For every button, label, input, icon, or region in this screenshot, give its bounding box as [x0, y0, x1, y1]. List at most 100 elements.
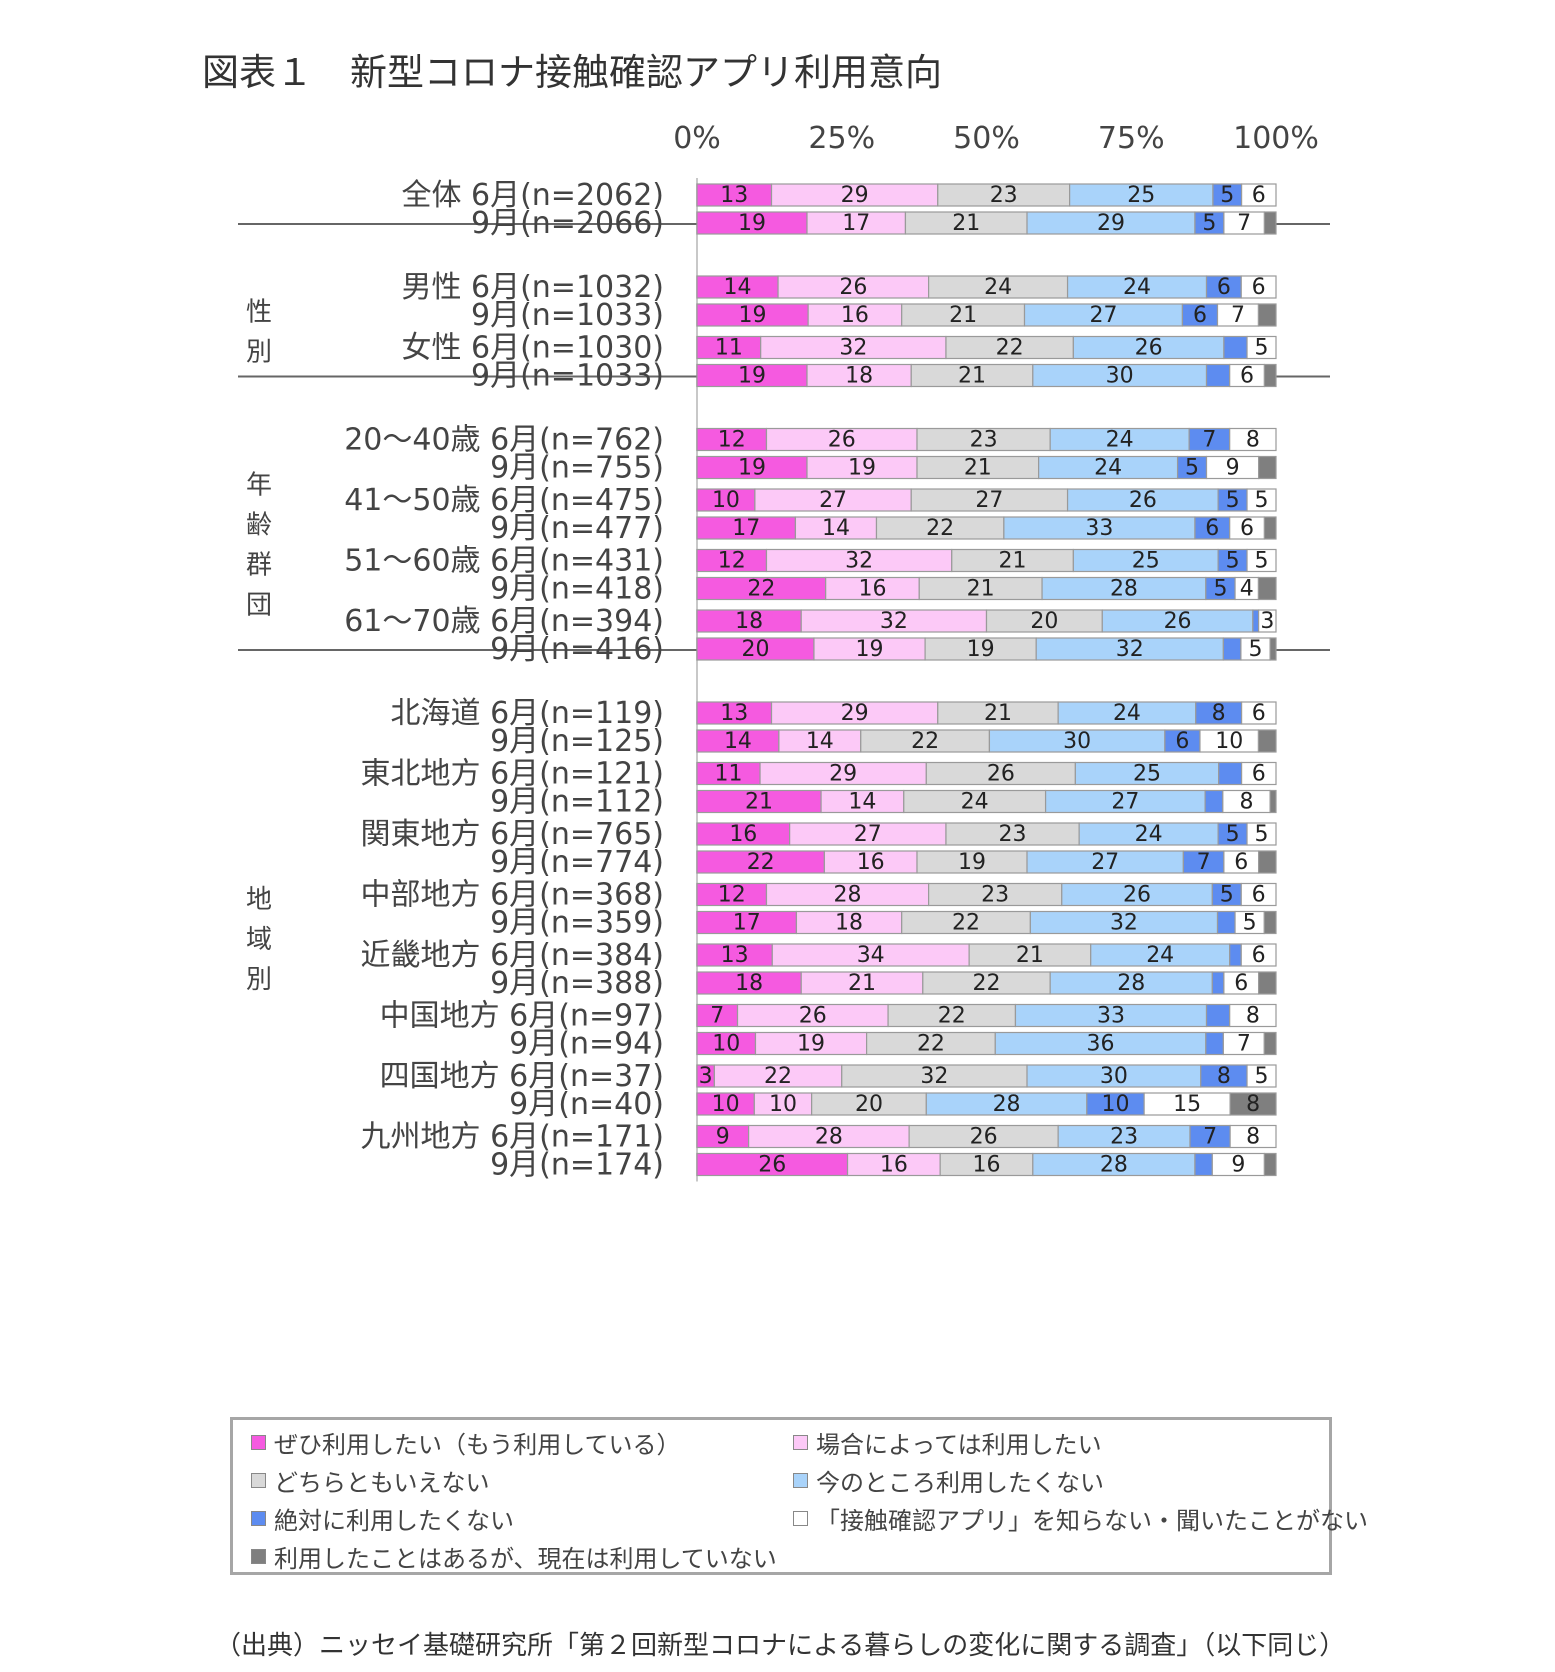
legend-label: どちらともいえない: [274, 1468, 490, 1497]
data-label: 6: [1193, 303, 1207, 328]
group-label: 齢: [246, 510, 272, 540]
bar-segment: [1258, 609, 1277, 633]
data-label: 26: [1135, 336, 1163, 361]
row-label: 9月(n=416): [490, 632, 664, 667]
bar-segment: [1269, 789, 1277, 814]
data-label: 14: [848, 790, 876, 815]
data-label: 29: [841, 183, 869, 208]
data-label: 5: [1255, 1064, 1269, 1089]
bar-segment: [1246, 548, 1277, 573]
bar-segment: [1258, 971, 1277, 995]
source-note: （出典）ニッセイ基礎研究所「第２回新型コロナによる暮らしの変化に関する調査」（以…: [215, 1631, 1345, 1661]
data-label: 13: [721, 943, 749, 968]
data-label: 26: [1164, 609, 1192, 634]
data-label: 24: [1113, 701, 1141, 726]
row-label: 近畿地方 6月(n=384): [361, 938, 664, 973]
data-label: 32: [920, 1064, 948, 1089]
data-label: 28: [1110, 577, 1138, 602]
row-label: 関東地方 6月(n=765): [361, 817, 664, 852]
data-label: 22: [926, 516, 954, 541]
data-label: 28: [815, 1125, 843, 1150]
bar-segment: [1263, 910, 1277, 935]
row-label: 9月(n=40): [509, 1087, 664, 1122]
data-label: 27: [975, 488, 1003, 513]
data-label: 10: [1215, 729, 1243, 754]
data-label: 22: [764, 1064, 792, 1089]
data-label: 25: [1133, 762, 1161, 787]
data-label: 11: [715, 336, 743, 361]
data-label: 8: [1217, 1064, 1231, 1089]
data-label: 26: [1129, 488, 1157, 513]
data-label: 5: [1255, 549, 1269, 574]
data-label: 30: [1100, 1064, 1128, 1089]
bar-segment: [1229, 1092, 1277, 1116]
data-label: 23: [1110, 1125, 1138, 1150]
data-label: 12: [718, 549, 746, 574]
data-label: 26: [970, 1125, 998, 1150]
group-label: 別: [246, 965, 272, 995]
bar-segment: [1246, 488, 1277, 512]
data-label: 28: [834, 883, 862, 908]
data-label: 28: [1100, 1153, 1128, 1178]
data-label: 22: [747, 577, 775, 602]
data-label: 6: [1234, 850, 1248, 875]
legend-item: 今のところ利用したくない: [793, 1462, 1104, 1498]
bar-segment: [1229, 1124, 1277, 1149]
data-label: 28: [1117, 971, 1145, 996]
data-label: 6: [1240, 516, 1254, 541]
data-label: 10: [769, 1092, 797, 1117]
legend: ぜひ利用したい（もう利用している） 場合によっては利用したいどちらともいえない 今の…: [230, 1417, 1368, 1575]
row-label: 9月(n=774): [490, 845, 664, 880]
bar-segment: [1205, 363, 1231, 388]
bar-segment: [1222, 637, 1242, 661]
data-label: 23: [981, 883, 1009, 908]
data-label: 21: [745, 790, 773, 815]
data-label: 8: [1246, 1004, 1260, 1029]
data-label: 15: [1173, 1092, 1201, 1117]
data-label: 14: [822, 516, 850, 541]
data-label: 5: [1220, 183, 1234, 208]
row-label: 41～50歳 6月(n=475): [344, 483, 664, 518]
data-label: 5: [1202, 211, 1216, 236]
x-axis-ticks: 0% 25% 50% 75% 100%: [673, 121, 1319, 156]
data-label: 27: [1091, 850, 1119, 875]
data-label: 24: [1106, 428, 1134, 453]
row-label: 9月(n=125): [490, 724, 664, 759]
legend-label: 今のところ利用したくない: [816, 1468, 1104, 1497]
legend-label: 利用したことはあるが、現在は利用していない: [274, 1544, 777, 1573]
x-tick-label: 0%: [673, 121, 721, 156]
data-label: 7: [1237, 1032, 1251, 1057]
chart-title: 図表１ 新型コロナ接触確認アプリ利用意向: [202, 51, 942, 94]
data-label: 6: [1205, 516, 1219, 541]
data-label: 16: [973, 1153, 1001, 1178]
data-label: 5: [1249, 637, 1263, 662]
bar-segment: [1263, 1031, 1277, 1056]
data-label: 5: [1255, 822, 1269, 847]
data-label: 18: [735, 971, 763, 996]
bar-segment: [1218, 761, 1243, 786]
legend-item: どちらともいえない: [251, 1462, 490, 1498]
bar-segment: [1257, 729, 1277, 753]
data-label: 5: [1213, 577, 1227, 602]
data-label: 23: [990, 183, 1018, 208]
data-label: 11: [715, 762, 743, 787]
data-label: 14: [806, 729, 834, 754]
legend-label: 場合によっては利用したい: [816, 1430, 1102, 1459]
data-label: 6: [1234, 971, 1248, 996]
legend-label: ぜひ利用したい（もう利用している）: [274, 1430, 681, 1459]
bar-segment: [1246, 822, 1277, 846]
data-label: 27: [854, 822, 882, 847]
group-label: 群: [246, 550, 272, 580]
legend-item: 絶対に利用したくない: [251, 1500, 514, 1536]
data-label: 20: [741, 637, 769, 662]
row-label: 9月(n=1033): [471, 359, 664, 394]
row-label: 20～40歳 6月(n=762): [344, 423, 664, 458]
data-label: 10: [712, 1092, 740, 1117]
data-label: 6: [1240, 364, 1254, 389]
data-label: 19: [738, 456, 766, 481]
row-label: 9月(n=418): [490, 572, 664, 607]
row-label: 9月(n=112): [490, 785, 664, 820]
group-label: 団: [246, 590, 272, 620]
legend-swatch: [251, 1510, 266, 1526]
